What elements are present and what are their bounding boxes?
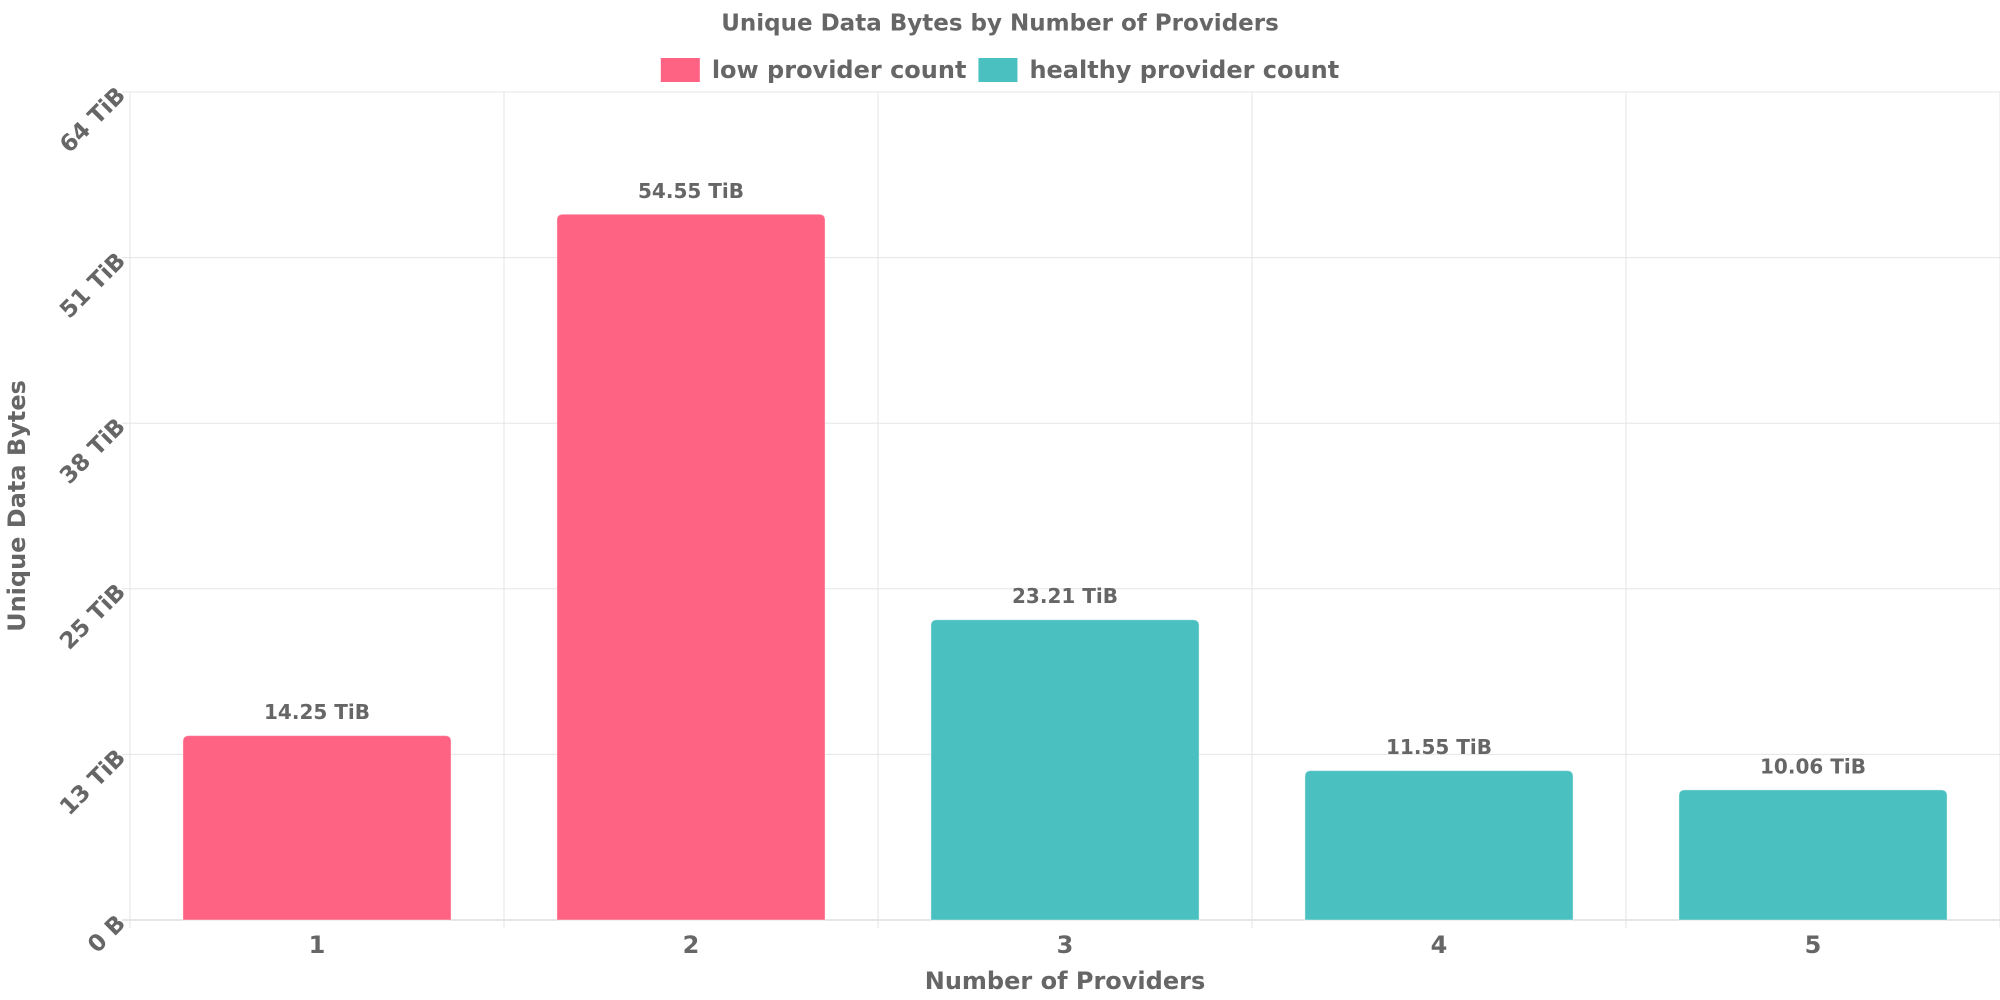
y-tick-label: 64 TiB [55,82,131,158]
bar [930,619,1200,921]
bar [1304,770,1574,921]
data-label: 10.06 TiB [1760,754,1866,778]
data-label: 11.55 TiB [1386,735,1492,759]
y-axis-title: Unique Data Bytes [3,380,31,632]
chart-title: Unique Data Bytes by Number of Providers [721,11,1279,37]
y-tick-label: 38 TiB [55,414,131,490]
x-axis-title: Number of Providers [925,967,1205,995]
data-label: 54.55 TiB [638,179,744,203]
data-label: 23.21 TiB [1012,584,1118,608]
x-tick-label: 1 [309,931,326,959]
legend-label: healthy provider count [1029,56,1339,84]
x-tick-label: 5 [1805,931,1822,959]
x-tick-label: 4 [1431,931,1448,959]
data-label: 14.25 TiB [264,700,370,724]
legend-swatch [660,58,700,82]
legend-swatch [978,58,1018,82]
x-tick-label: 2 [683,931,700,959]
bar [182,735,452,921]
bar [556,213,826,921]
x-tick-label: 3 [1057,931,1074,959]
bar [1678,789,1948,921]
y-tick-label: 25 TiB [55,579,131,655]
y-tick-label: 51 TiB [55,248,131,324]
y-tick-label: 13 TiB [55,745,131,821]
y-tick-label: 0 B [83,910,131,958]
legend-label: low provider count [712,56,967,84]
